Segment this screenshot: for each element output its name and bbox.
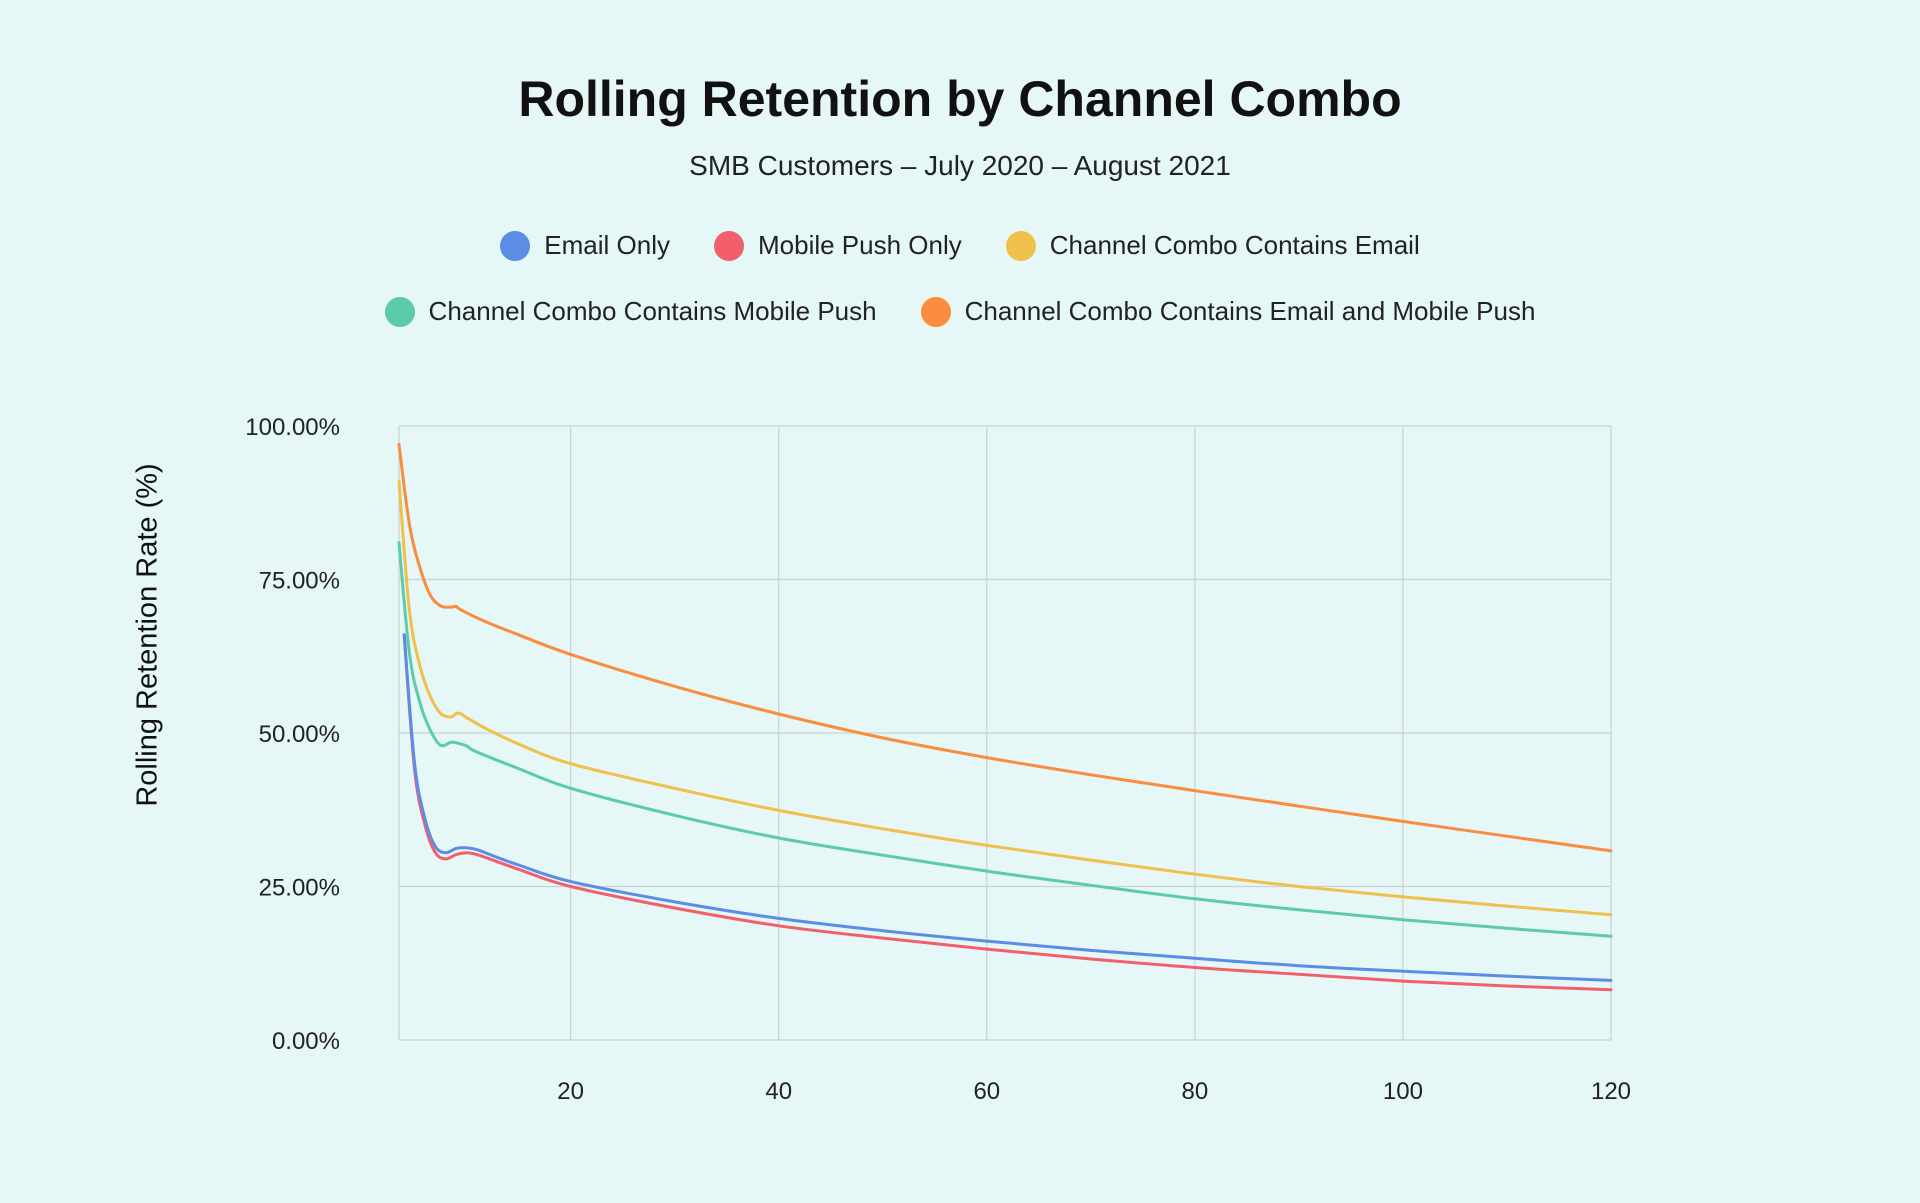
legend-item-combo-email[interactable]: Channel Combo Contains Email bbox=[1005, 230, 1420, 261]
series-line-email-only[interactable] bbox=[402, 633, 1613, 982]
series-line-channel-combo-contains-email-and-mobile-push[interactable] bbox=[397, 442, 1613, 853]
x-tick-label: 80 bbox=[1182, 1078, 1209, 1105]
legend-dot-email-only bbox=[500, 230, 531, 261]
x-tick-label: 100 bbox=[1383, 1078, 1423, 1105]
legend-dot-combo-email bbox=[1005, 230, 1036, 261]
series-line-channel-combo-contains-mobile-push[interactable] bbox=[397, 541, 1613, 938]
x-tick-label: 20 bbox=[557, 1078, 584, 1105]
legend-item-combo-mobile-push[interactable]: Channel Combo Contains Mobile Push bbox=[384, 296, 877, 327]
chart-title: Rolling Retention by Channel Combo bbox=[518, 71, 1402, 127]
legend-dot-combo-mobile-push bbox=[384, 296, 415, 327]
x-tick-label: 40 bbox=[765, 1078, 792, 1105]
legend-dot-combo-email-mobile-push bbox=[920, 296, 951, 327]
legend-item-combo-email-mobile-push[interactable]: Channel Combo Contains Email and Mobile … bbox=[920, 296, 1536, 327]
legend-label-mobile-push-only: Mobile Push Only bbox=[757, 230, 962, 260]
chart-subtitle: SMB Customers – July 2020 – August 2021 bbox=[689, 150, 1231, 181]
legend-row-2: Channel Combo Contains Mobile Push Chann… bbox=[0, 296, 1920, 327]
legend-dot-mobile-push-only bbox=[713, 230, 744, 261]
legend-row-1: Email Only Mobile Push Only Channel Comb… bbox=[0, 230, 1920, 261]
x-tick-label: 120 bbox=[1591, 1078, 1631, 1105]
legend-item-email-only[interactable]: Email Only bbox=[500, 230, 670, 261]
x-tick-label: 60 bbox=[973, 1078, 1000, 1105]
legend-item-mobile-push-only[interactable]: Mobile Push Only bbox=[713, 230, 962, 261]
y-tick-label: 100.00% bbox=[245, 414, 340, 441]
y-tick-label: 0.00% bbox=[272, 1028, 340, 1055]
legend-label-combo-email: Channel Combo Contains Email bbox=[1049, 230, 1420, 260]
series-line-mobile-push-only[interactable] bbox=[402, 633, 1613, 992]
y-tick-label: 50.00% bbox=[259, 721, 340, 748]
series-line-channel-combo-contains-email[interactable] bbox=[397, 479, 1613, 917]
legend-label-combo-email-mobile-push: Channel Combo Contains Email and Mobile … bbox=[964, 296, 1536, 326]
legend-label-combo-mobile-push: Channel Combo Contains Mobile Push bbox=[428, 296, 877, 326]
y-tick-label: 25.00% bbox=[259, 875, 340, 902]
legend-label-email-only: Email Only bbox=[544, 230, 670, 260]
y-tick-label: 75.00% bbox=[259, 568, 340, 595]
